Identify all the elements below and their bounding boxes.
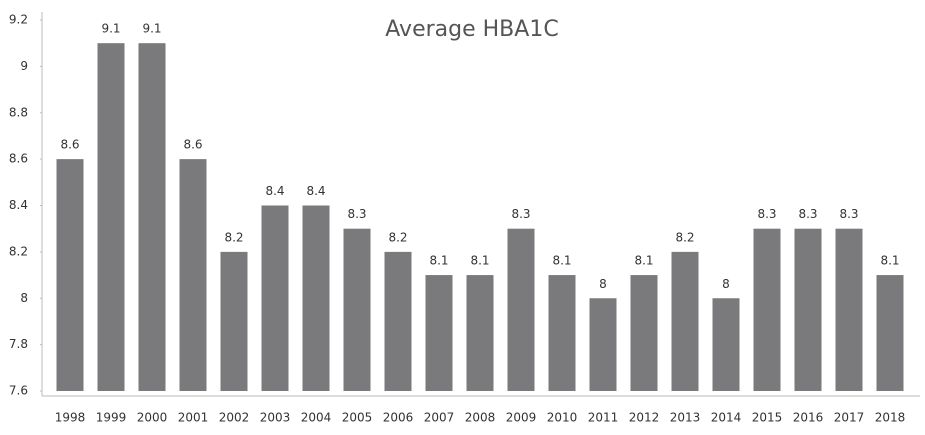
data-label: 8.3 [511, 207, 530, 221]
x-tick-label: 2000 [137, 411, 168, 425]
data-label: 8.1 [880, 254, 899, 268]
chart-title: Average HBA1C [385, 17, 558, 42]
data-label: 8.3 [347, 207, 366, 221]
bar [138, 43, 166, 391]
data-label: 8.6 [60, 138, 79, 152]
bar [712, 298, 740, 391]
x-tick-label: 1999 [96, 411, 127, 425]
x-tick-label: 2007 [424, 411, 455, 425]
y-tick-label: 8 [20, 291, 28, 305]
data-label: 8.3 [798, 207, 817, 221]
x-tick-label: 2002 [219, 411, 250, 425]
data-label: 8.1 [634, 254, 653, 268]
data-label: 8.1 [429, 254, 448, 268]
x-tick-label: 2015 [752, 411, 783, 425]
data-label: 8.4 [306, 184, 325, 198]
y-tick-label: 8.4 [9, 198, 28, 212]
y-tick-label: 8.2 [9, 244, 28, 258]
x-tick-label: 2001 [178, 411, 209, 425]
bar [753, 228, 781, 391]
data-label: 9.1 [101, 22, 120, 36]
data-label: 8.1 [470, 254, 489, 268]
x-tick-label: 2008 [465, 411, 496, 425]
x-tick-label: 2010 [547, 411, 578, 425]
bar [261, 205, 289, 391]
data-label: 8.2 [388, 230, 407, 244]
data-label: 8.2 [675, 230, 694, 244]
bar [97, 43, 125, 391]
bar [548, 275, 576, 391]
bar [220, 251, 248, 391]
data-label: 8 [599, 277, 607, 291]
data-label: 8.2 [224, 230, 243, 244]
bar [671, 251, 699, 391]
data-label: 8.1 [552, 254, 571, 268]
x-tick-label: 2014 [711, 411, 742, 425]
bar [835, 228, 863, 391]
bar [425, 275, 453, 391]
y-tick-label: 8.8 [9, 105, 28, 119]
bar [876, 275, 904, 391]
x-tick-label: 2005 [342, 411, 373, 425]
bar [630, 275, 658, 391]
x-tick-label: 2004 [301, 411, 332, 425]
bar [794, 228, 822, 391]
y-tick-label: 9 [20, 59, 28, 73]
x-tick-label: 2009 [506, 411, 537, 425]
bar [302, 205, 330, 391]
x-tick-label: 2018 [875, 411, 906, 425]
x-tick-label: 2011 [588, 411, 619, 425]
bar [384, 251, 412, 391]
y-tick-label: 7.6 [9, 384, 28, 398]
x-tick-label: 2016 [793, 411, 824, 425]
bar [56, 159, 84, 391]
bar [179, 159, 207, 391]
data-label: 8 [722, 277, 730, 291]
x-tick-label: 2006 [383, 411, 414, 425]
bar [343, 228, 371, 391]
y-tick-label: 7.8 [9, 337, 28, 351]
y-tick-label: 8.6 [9, 152, 28, 166]
data-label: 8.4 [265, 184, 284, 198]
bar [589, 298, 617, 391]
data-label: 8.3 [839, 207, 858, 221]
data-label: 9.1 [142, 22, 161, 36]
x-tick-label: 2017 [834, 411, 865, 425]
bar [507, 228, 535, 391]
y-tick-label: 9.2 [9, 13, 28, 27]
x-tick-label: 2013 [670, 411, 701, 425]
x-tick-label: 2003 [260, 411, 291, 425]
x-tick-label: 1998 [55, 411, 86, 425]
bar [466, 275, 494, 391]
data-label: 8.6 [183, 138, 202, 152]
x-tick-label: 2012 [629, 411, 660, 425]
data-label: 8.3 [757, 207, 776, 221]
